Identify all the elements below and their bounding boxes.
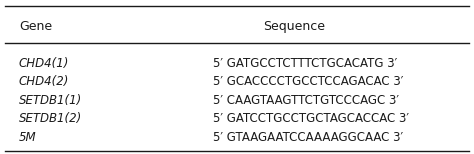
Text: CHD4(2): CHD4(2) [19, 75, 69, 88]
Text: Sequence: Sequence [263, 20, 325, 33]
Text: SETDB1(2): SETDB1(2) [19, 112, 82, 125]
Text: SETDB1(1): SETDB1(1) [19, 94, 82, 107]
Text: 5′ GCACCCCTGCCTCCAGACAC 3′: 5′ GCACCCCTGCCTCCAGACAC 3′ [213, 75, 404, 88]
Text: 5′ GATGCCTCTTTCTGCACATG 3′: 5′ GATGCCTCTTTCTGCACATG 3′ [213, 57, 398, 70]
Text: 5′ GATCCTGCCTGCTAGCACCAC 3′: 5′ GATCCTGCCTGCTAGCACCAC 3′ [213, 112, 410, 125]
Text: Gene: Gene [19, 20, 52, 33]
Text: 5′ CAAGTAAGTTCTGTCCCAGC 3′: 5′ CAAGTAAGTTCTGTCCCAGC 3′ [213, 94, 399, 107]
Text: CHD4(1): CHD4(1) [19, 57, 69, 70]
Text: 5M: 5M [19, 131, 36, 144]
Text: 5′ GTAAGAATCCAAAAGGCAAC 3′: 5′ GTAAGAATCCAAAAGGCAAC 3′ [213, 131, 403, 144]
